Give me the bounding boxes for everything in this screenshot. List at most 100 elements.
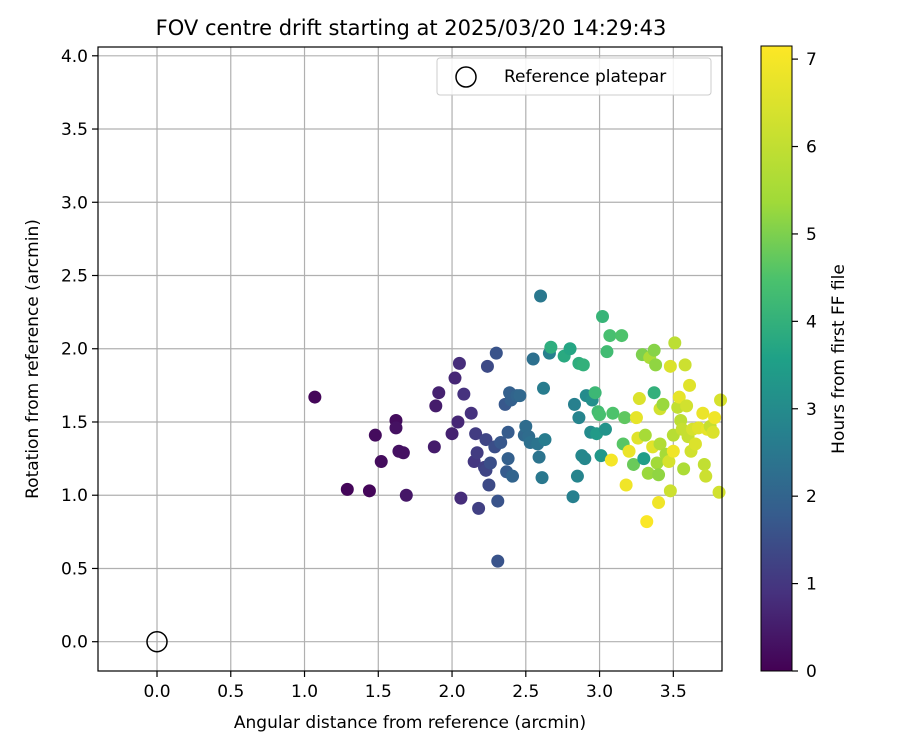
data-point [563,342,577,356]
data-point [538,433,552,447]
data-point [683,378,697,392]
data-point [706,425,720,439]
data-point [429,399,443,413]
data-point [340,482,354,496]
data-point [615,329,629,343]
reference-platepar-marker [146,630,168,653]
data-point [489,346,503,360]
grid-lines [98,47,722,671]
colorbar-tick-label: 2 [806,487,817,507]
data-point [677,462,691,476]
data-point [619,478,633,492]
data-point [491,554,505,568]
data-point [652,496,666,510]
data-point [457,387,471,401]
data-point [396,446,410,460]
data-point [491,494,505,508]
data-point [598,422,612,436]
data-point [448,371,462,385]
data-point [637,452,651,466]
data-point [445,427,459,441]
data-point [537,381,551,395]
colorbar-tick-label: 1 [806,575,817,595]
data-point [697,457,711,471]
data-point [688,437,702,451]
data-point [566,490,580,504]
data-point [604,453,618,467]
data-point [593,408,607,422]
data-point [576,358,590,372]
chart-title: FOV centre drift starting at 2025/03/20 … [156,16,667,40]
data-point [399,488,413,502]
data-point [606,406,620,420]
x-tick-label: 0.0 [143,682,170,702]
data-point [374,455,388,469]
data-point [656,397,670,411]
colorbar-tick-label: 5 [806,225,817,245]
x-tick-label: 1.5 [365,682,392,702]
y-axis-label: Rotation from reference (arcmin) [23,219,43,499]
data-points [308,289,728,568]
colorbar-ticks: 0 1 2 3 4 5 6 7 [792,50,817,682]
data-point [494,435,508,449]
data-point [672,390,686,404]
data-point [666,444,680,458]
data-point [696,406,710,420]
data-point [680,399,694,413]
data-point [712,485,726,499]
y-tick-label: 2.5 [61,267,88,287]
data-point [535,471,549,485]
data-point [479,433,493,447]
data-point [472,501,486,515]
data-point [662,455,676,469]
data-point [629,411,643,425]
y-tick-label: 0.0 [61,633,88,653]
data-point [618,411,632,425]
data-point [638,428,652,442]
data-point [480,359,494,373]
data-point [594,449,608,463]
data-point [544,340,558,354]
data-point [632,392,646,406]
data-point [501,452,515,466]
colorbar [760,45,793,672]
colorbar-tick-label: 4 [806,312,817,332]
data-point [714,393,728,407]
data-point [432,386,446,400]
data-point [389,421,403,435]
data-point [451,415,465,429]
colorbar-tick-label: 0 [806,662,817,682]
data-point [513,389,527,403]
data-point [362,484,376,498]
data-point [668,336,682,350]
data-point [470,446,484,460]
data-point [647,343,661,357]
data-point [678,358,692,372]
colorbar-tick-label: 3 [806,400,817,420]
legend-marker-circle [455,66,477,88]
data-point [622,444,636,458]
data-point [427,440,441,454]
data-point [650,456,664,470]
data-point [649,358,663,372]
data-point [652,468,666,482]
legend-box [436,57,712,96]
data-point [454,491,468,505]
y-axis-ticks: 0.0 0.5 1.0 1.5 2.0 2.5 3.0 3.5 4.0 [61,47,98,653]
legend: Reference platepar [436,57,712,96]
plot-frame [97,46,723,672]
data-point [532,450,546,464]
y-tick-label: 4.0 [61,47,88,67]
data-point [641,466,655,480]
data-point [483,456,497,470]
x-tick-label: 2.5 [512,682,539,702]
data-point [452,356,466,370]
data-point [699,469,713,483]
x-axis-ticks: 0.0 0.5 1.0 1.5 2.0 2.5 3.0 3.5 [143,671,687,702]
data-point [482,478,496,492]
colorbar-tick-label: 7 [806,50,817,70]
data-point [572,411,586,425]
data-point [640,515,654,529]
data-point [368,428,382,442]
